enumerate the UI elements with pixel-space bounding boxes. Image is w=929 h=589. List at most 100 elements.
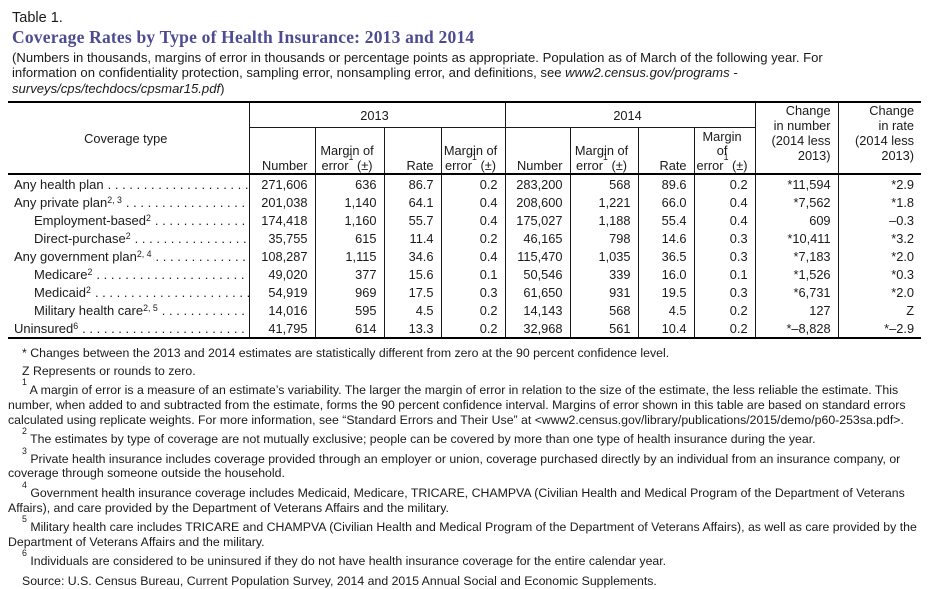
coverage-table: Coverage type 2013 2014 Change in number… bbox=[8, 101, 922, 340]
cell: 0.3 bbox=[693, 283, 756, 302]
footnote-star: * Changes between the 2013 and 2014 esti… bbox=[22, 346, 670, 361]
col-header-moe-rate-2013: Margin of error1 (±) bbox=[440, 127, 506, 175]
row-label: Uninsured 6 bbox=[8, 319, 249, 340]
dot-leader bbox=[151, 213, 249, 228]
dot-leader bbox=[91, 285, 249, 300]
cell: 55.7 bbox=[383, 211, 441, 230]
cell: 66.0 bbox=[637, 193, 695, 212]
source-note: Source: U.S. Census Bureau, Current Popu… bbox=[22, 573, 657, 588]
cell: 1,160 bbox=[314, 211, 384, 230]
cell: 49,020 bbox=[248, 265, 315, 284]
cell: 208,600 bbox=[504, 193, 571, 212]
cell: 0.4 bbox=[693, 211, 756, 230]
dot-leader bbox=[122, 195, 249, 210]
cell: 115,470 bbox=[504, 247, 571, 266]
dot-leader bbox=[78, 321, 248, 336]
cell: 32,968 bbox=[504, 319, 571, 340]
cell: 17.5 bbox=[383, 283, 441, 302]
page-title: Coverage Rates by Type of Health Insuran… bbox=[12, 27, 475, 47]
intro-pre: (Numbers in thousands, margins of error … bbox=[12, 50, 823, 81]
footnote-6: 6 Individuals are considered to be unins… bbox=[22, 548, 667, 569]
dot-leader bbox=[104, 177, 249, 192]
table-row-any-health-plan: Any health plan 271,606 636 86.7 0.2 283… bbox=[8, 174, 922, 194]
footnote-1: 1 A margin of error is a measure of an e… bbox=[8, 377, 906, 427]
intro-text: (Numbers in thousands, margins of error … bbox=[12, 50, 872, 96]
col-group-2013: 2013 bbox=[248, 102, 506, 129]
footnote-2: 2 The estimates by type of coverage are … bbox=[22, 426, 816, 447]
cell: 0.2 bbox=[693, 301, 756, 320]
cell: 0.4 bbox=[440, 247, 506, 266]
cell: 595 bbox=[314, 301, 384, 320]
cell: 568 bbox=[569, 301, 639, 320]
cell: *–2.9 bbox=[837, 319, 922, 340]
col-header-moe-2013: Margin of error1 (±) bbox=[314, 127, 384, 175]
cell: 174,418 bbox=[248, 211, 315, 230]
cell: 61,650 bbox=[504, 283, 571, 302]
cell: 798 bbox=[569, 229, 639, 248]
cell: 0.4 bbox=[440, 211, 506, 230]
footnote-z: Z Represents or rounds to zero. bbox=[22, 363, 196, 378]
row-label: Medicaid 2 bbox=[8, 283, 249, 301]
cell: *1.8 bbox=[837, 193, 922, 212]
cell: 19.5 bbox=[637, 283, 695, 302]
footnote-4: 4 Government health insurance coverage i… bbox=[8, 479, 905, 515]
cell: 14,016 bbox=[248, 301, 315, 320]
cell: 36.5 bbox=[637, 247, 695, 266]
cell: 13.3 bbox=[383, 319, 441, 340]
cell: 969 bbox=[314, 283, 384, 302]
row-label: Employment-based 2 bbox=[8, 211, 249, 229]
cell: 64.1 bbox=[383, 193, 441, 212]
row-label: Any health plan bbox=[8, 174, 249, 193]
cell: 46,165 bbox=[504, 229, 571, 248]
cell: 86.7 bbox=[383, 174, 441, 194]
cell: 568 bbox=[569, 174, 639, 194]
col-header-rate-2014: Rate bbox=[637, 127, 695, 175]
cell: 0.3 bbox=[440, 283, 506, 302]
cell: *2.9 bbox=[837, 174, 922, 194]
cell: 0.2 bbox=[693, 174, 756, 194]
cell: 561 bbox=[569, 319, 639, 340]
cell: 4.5 bbox=[383, 301, 441, 320]
cell: *1,526 bbox=[754, 265, 839, 284]
cell: *11,594 bbox=[754, 174, 839, 194]
col-header-rate-2013: Rate bbox=[383, 127, 441, 175]
cell: *2.0 bbox=[837, 283, 922, 302]
footnote-5: 5 Military health care includes TRICARE … bbox=[8, 514, 917, 549]
cell: *7,562 bbox=[754, 193, 839, 212]
cell: 1,221 bbox=[569, 193, 639, 212]
cell: 0.1 bbox=[440, 265, 506, 284]
cell: 10.4 bbox=[637, 319, 695, 340]
cell: 108,287 bbox=[248, 247, 315, 266]
cell: 0.4 bbox=[693, 193, 756, 212]
row-label: Any government plan 2, 4 bbox=[8, 247, 249, 265]
footnotes-section: * Changes between the 2013 and 2014 esti… bbox=[8, 346, 921, 588]
row-label: Any private plan 2, 3 bbox=[8, 193, 249, 211]
col-header-change-rate: Change in rate (2014 less 2013) bbox=[837, 102, 922, 175]
cell: 0.3 bbox=[693, 229, 756, 248]
row-label: Military health care 2, 5 bbox=[8, 301, 249, 319]
col-group-2014: 2014 bbox=[504, 102, 756, 129]
cell: 339 bbox=[569, 265, 639, 284]
col-header-moe-rate-2014: Margin of error1 (±) bbox=[693, 127, 756, 175]
cell: 614 bbox=[314, 319, 384, 340]
cell: 54,919 bbox=[248, 283, 315, 302]
cell: 1,035 bbox=[569, 247, 639, 266]
cell: 11.4 bbox=[383, 229, 441, 248]
cell: *7,183 bbox=[754, 247, 839, 266]
cell: 636 bbox=[314, 174, 384, 194]
cell: 0.3 bbox=[693, 247, 756, 266]
cell: 1,188 bbox=[569, 211, 639, 230]
table-header: Coverage type 2013 2014 Change in number… bbox=[8, 102, 922, 175]
cell: 16.0 bbox=[637, 265, 695, 284]
cell: 89.6 bbox=[637, 174, 695, 194]
cell: *2.0 bbox=[837, 247, 922, 266]
cell: 1,140 bbox=[314, 193, 384, 212]
cell: 14.6 bbox=[637, 229, 695, 248]
cell: 609 bbox=[754, 211, 839, 230]
col-header-coverage-type: Coverage type bbox=[84, 130, 168, 146]
